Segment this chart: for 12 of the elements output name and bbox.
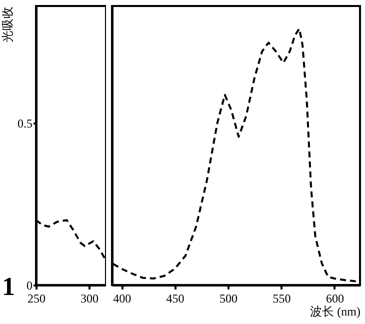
x-tick-label: 250 [28,292,46,306]
x-tick-label: 600 [326,292,344,306]
x-tick-label: 450 [166,292,184,306]
x-axis-title: 波长 (nm) [310,304,360,318]
y-tick-label: 0.5 [18,116,32,130]
x-tick-label: 400 [113,292,132,306]
x-tick-label: 300 [80,292,99,306]
x-tick-label: 500 [220,292,238,306]
y-axis-title: 光吸收 [0,6,14,42]
text: 1 [2,272,15,301]
x-tick-label: 550 [272,292,291,306]
y-tick-label: 0 [26,278,32,292]
